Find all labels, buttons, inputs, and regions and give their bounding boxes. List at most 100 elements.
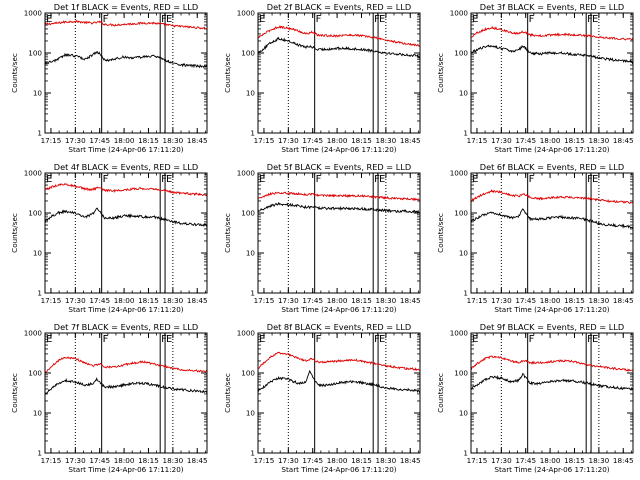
lld-series-line bbox=[470, 355, 634, 372]
lld-series-line bbox=[44, 356, 208, 373]
panel-1: Det 1f BLACK = Events, RED = LLD 1 10 100 10… bbox=[10, 2, 208, 154]
y-tick-label: 10 bbox=[459, 409, 469, 418]
y-axis-label: Counts/sec bbox=[10, 373, 19, 413]
x-tick-label: 18:15 bbox=[138, 296, 159, 305]
x-tick-label: 18:15 bbox=[351, 296, 372, 305]
x-tick-label: 17:30 bbox=[65, 456, 86, 465]
plot-frame bbox=[44, 332, 208, 454]
y-tick-label: 1 bbox=[37, 289, 42, 298]
panel-2: Det 2f BLACK = Events, RED = LLD 1 10 100 10… bbox=[223, 2, 421, 154]
x-tick-label: 17:15 bbox=[467, 136, 488, 145]
lld-series-line bbox=[44, 19, 208, 30]
x-tick-label: 17:45 bbox=[515, 456, 536, 465]
x-tick-label: 17:30 bbox=[491, 296, 512, 305]
marker-letter: E bbox=[166, 174, 172, 185]
y-axis-label: Counts/sec bbox=[436, 373, 445, 413]
plot-frame bbox=[470, 332, 634, 454]
events-series-line bbox=[257, 369, 421, 394]
y-tick-label: 1 bbox=[250, 449, 255, 458]
x-tick-label: 18:30 bbox=[589, 296, 610, 305]
panel-4: Det 4f BLACK = Events, RED = LLD 1 10 100 10… bbox=[10, 162, 208, 314]
x-axis-label: Start Time (24-Apr-06 17:11:20) bbox=[68, 465, 183, 474]
x-tick-label: 18:00 bbox=[540, 456, 561, 465]
x-tick-label: 18:15 bbox=[564, 136, 585, 145]
x-tick-label: 18:45 bbox=[187, 136, 208, 145]
x-tick-label: 18:15 bbox=[138, 136, 159, 145]
marker-letter: E bbox=[46, 14, 52, 25]
marker-letter: E bbox=[259, 334, 265, 345]
x-tick-label: 18:45 bbox=[187, 456, 208, 465]
marker-letter: E bbox=[166, 14, 172, 25]
y-tick-label: 1000 bbox=[450, 169, 469, 178]
y-axis-label: Counts/sec bbox=[223, 373, 232, 413]
y-tick-label: 10 bbox=[246, 409, 256, 418]
x-tick-label: 17:15 bbox=[467, 296, 488, 305]
marker-letter: F bbox=[103, 334, 109, 345]
y-axis-label: Counts/sec bbox=[10, 213, 19, 253]
x-tick-label: 18:00 bbox=[327, 296, 348, 305]
panel-8: Det 8f BLACK = Events, RED = LLD 1 10 100 10… bbox=[223, 322, 421, 474]
marker-letter: E bbox=[472, 14, 478, 25]
x-tick-label: 18:45 bbox=[400, 296, 421, 305]
x-tick-label: 18:45 bbox=[613, 296, 634, 305]
panel-3: Det 3f BLACK = Events, RED = LLD 1 10 100 10… bbox=[436, 2, 634, 154]
events-series-line bbox=[44, 377, 208, 396]
x-axis-label: Start Time (24-Apr-06 17:11:20) bbox=[494, 465, 609, 474]
x-axis-label: Start Time (24-Apr-06 17:11:20) bbox=[68, 145, 183, 154]
y-tick-label: 1000 bbox=[237, 169, 256, 178]
x-tick-label: 17:30 bbox=[278, 456, 299, 465]
marker-letter: F bbox=[529, 334, 535, 345]
y-tick-label: 1 bbox=[37, 129, 42, 138]
y-tick-label: 100 bbox=[241, 49, 255, 58]
y-tick-label: 1000 bbox=[24, 169, 43, 178]
y-axis-label: Counts/sec bbox=[10, 53, 19, 93]
events-series-line bbox=[470, 372, 634, 391]
marker-letter: E bbox=[592, 334, 598, 345]
plot-frame bbox=[44, 12, 208, 134]
x-tick-label: 18:00 bbox=[327, 136, 348, 145]
x-axis-label: Start Time (24-Apr-06 17:11:20) bbox=[494, 305, 609, 314]
marker-letter: E bbox=[46, 174, 52, 185]
x-tick-label: 18:15 bbox=[564, 296, 585, 305]
x-tick-label: 17:45 bbox=[302, 456, 323, 465]
events-series-line bbox=[44, 207, 208, 228]
x-tick-label: 18:15 bbox=[351, 136, 372, 145]
panel-title: Det 2f BLACK = Events, RED = LLD bbox=[267, 2, 411, 12]
y-tick-label: 1000 bbox=[24, 9, 43, 18]
x-tick-label: 18:15 bbox=[138, 456, 159, 465]
marker-letter: E bbox=[592, 14, 598, 25]
marker-letter: F bbox=[103, 174, 109, 185]
panel-title: Det 8f BLACK = Events, RED = LLD bbox=[267, 322, 411, 332]
x-tick-label: 18:30 bbox=[376, 136, 397, 145]
y-tick-label: 1000 bbox=[237, 329, 256, 338]
lld-series-line bbox=[257, 351, 421, 372]
y-tick-label: 1 bbox=[463, 289, 468, 298]
events-series-line bbox=[257, 36, 421, 59]
panel-6: Det 6f BLACK = Events, RED = LLD 1 10 100 10… bbox=[436, 162, 634, 314]
y-axis-label: Counts/sec bbox=[436, 213, 445, 253]
marker-letter: E bbox=[46, 334, 52, 345]
x-tick-label: 17:30 bbox=[491, 136, 512, 145]
x-tick-label: 17:30 bbox=[65, 136, 86, 145]
x-tick-label: 17:15 bbox=[41, 136, 62, 145]
marker-letter: E bbox=[379, 14, 385, 25]
y-tick-label: 1 bbox=[250, 289, 255, 298]
x-tick-label: 17:15 bbox=[41, 296, 62, 305]
marker-letter: F bbox=[374, 334, 380, 345]
x-tick-label: 18:45 bbox=[400, 456, 421, 465]
x-tick-label: 17:45 bbox=[515, 136, 536, 145]
y-tick-label: 1000 bbox=[237, 9, 256, 18]
x-axis-label: Start Time (24-Apr-06 17:11:20) bbox=[281, 465, 396, 474]
x-tick-label: 18:30 bbox=[589, 456, 610, 465]
x-tick-label: 18:15 bbox=[564, 456, 585, 465]
y-axis-label: Counts/sec bbox=[223, 53, 232, 93]
x-tick-label: 18:00 bbox=[327, 456, 348, 465]
x-tick-label: 18:30 bbox=[589, 136, 610, 145]
x-tick-label: 18:00 bbox=[540, 296, 561, 305]
y-tick-label: 100 bbox=[28, 49, 42, 58]
x-tick-label: 18:30 bbox=[376, 296, 397, 305]
plot-frame bbox=[44, 172, 208, 294]
marker-letter: E bbox=[166, 334, 172, 345]
lld-series-line bbox=[257, 25, 421, 47]
plot-frame bbox=[257, 172, 421, 294]
